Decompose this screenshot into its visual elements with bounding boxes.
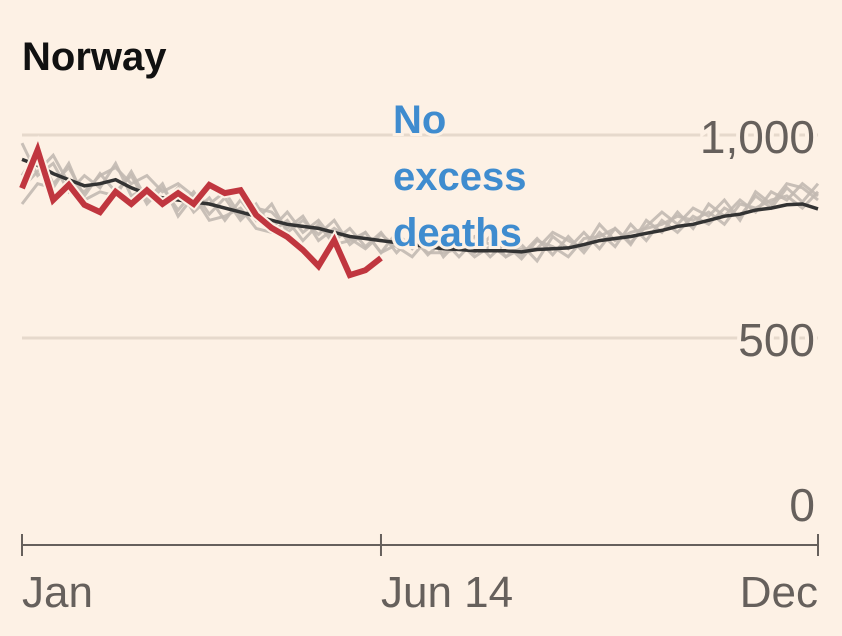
y-axis: 0 500 1,000 xyxy=(696,107,819,535)
series-line-2020 xyxy=(19,141,383,279)
x-tick-label: Jun 14 xyxy=(381,568,513,617)
annotation-no-excess-deaths: No excess deaths xyxy=(390,95,529,258)
x-tick-label: Jan xyxy=(22,568,93,617)
y-tick-label: 0 xyxy=(789,479,815,531)
x-tick-label: Dec xyxy=(740,568,818,617)
series-lines xyxy=(17,135,820,282)
annotation-line-3: deaths xyxy=(393,211,522,255)
annotation-line-1: No xyxy=(393,98,446,142)
gridlines xyxy=(22,133,818,340)
y-tick-label: 500 xyxy=(738,314,815,366)
annotation-line-2: excess xyxy=(393,155,526,199)
chart-title: Norway xyxy=(22,35,167,79)
y-tick-label: 1,000 xyxy=(700,111,815,163)
x-axis: Jan Jun 14 Dec xyxy=(21,534,819,617)
